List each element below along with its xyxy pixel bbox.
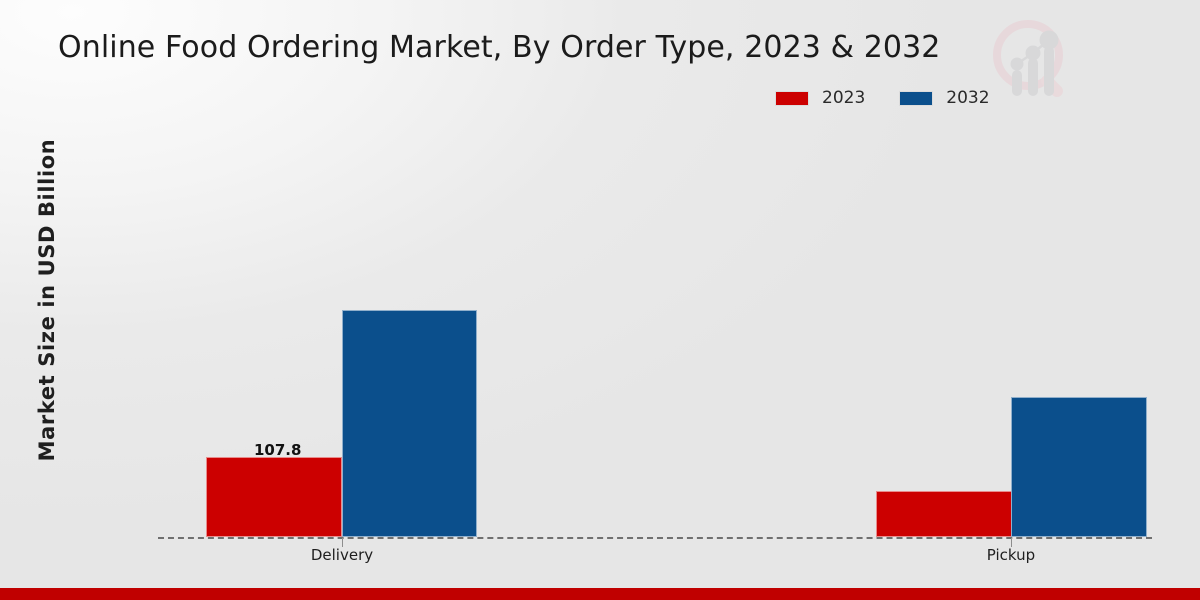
legend-item-2023[interactable]: 2023: [775, 90, 865, 107]
footer-accent-bar: [0, 588, 1200, 600]
bar-pickup-2032[interactable]: [1011, 397, 1147, 537]
x-label-pickup: Pickup: [986, 546, 1036, 564]
x-label-delivery: Delivery: [310, 546, 374, 564]
chart-title: Online Food Ordering Market, By Order Ty…: [58, 30, 941, 65]
legend-label-2032: 2032: [946, 88, 990, 108]
bar-delivery-2032[interactable]: [342, 310, 477, 537]
bar-delivery-2023[interactable]: [206, 457, 342, 537]
legend-item-2032[interactable]: 2032: [899, 88, 990, 108]
chart-legend: 2023 2032: [775, 90, 990, 107]
legend-swatch-2023: [775, 91, 809, 106]
x-axis-baseline: [158, 537, 1152, 539]
bar-pickup-2023[interactable]: [876, 491, 1012, 537]
x-tick-delivery: [342, 538, 343, 547]
data-label-delivery-2023: 107.8: [254, 441, 302, 459]
legend-swatch-2032: [899, 91, 934, 106]
legend-label-2023: 2023: [822, 88, 866, 108]
x-tick-pickup: [1011, 538, 1012, 547]
